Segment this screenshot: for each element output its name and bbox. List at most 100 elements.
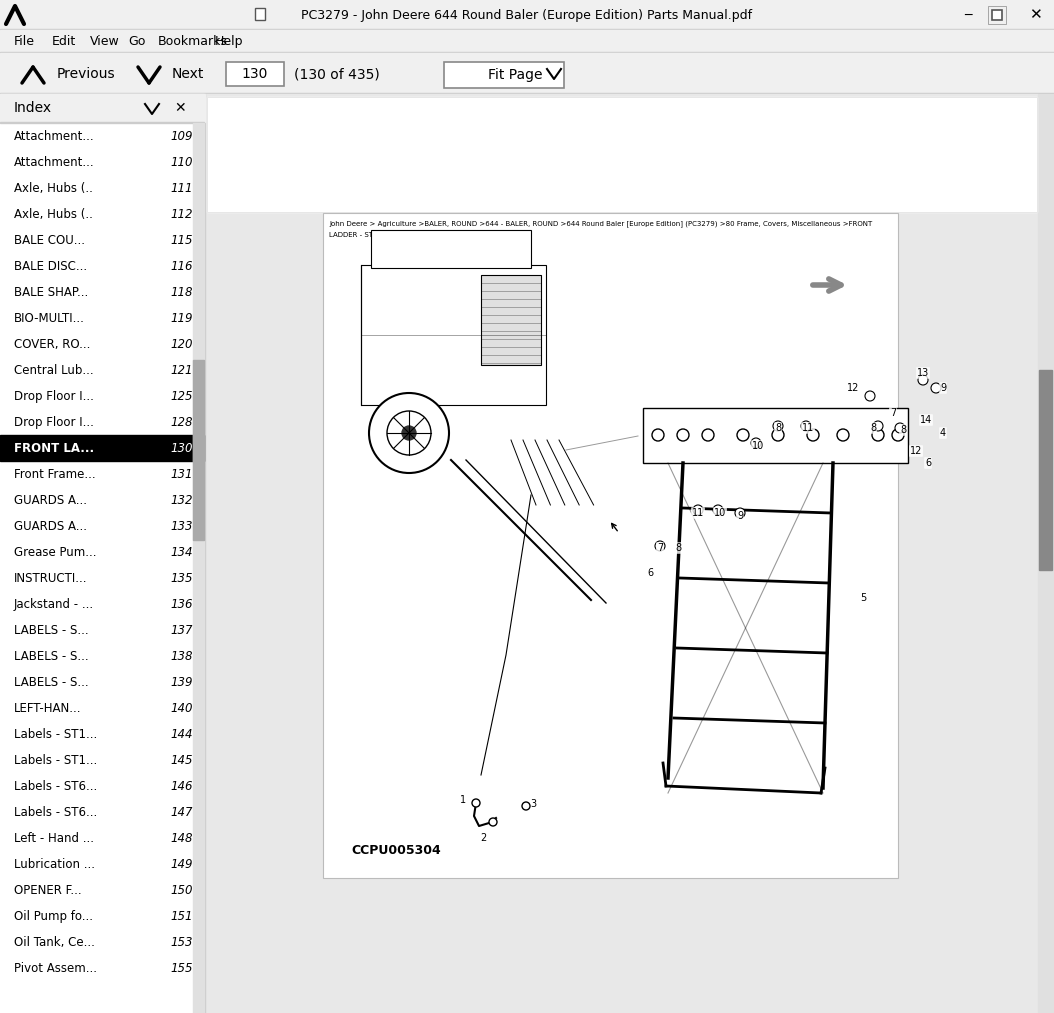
Text: 12: 12 [910,446,922,456]
Text: 150: 150 [171,883,193,897]
Circle shape [773,421,783,431]
Circle shape [837,428,850,441]
Text: ─: ─ [964,8,972,21]
Text: Drop Floor I...: Drop Floor I... [14,415,94,428]
Text: LEFT-HAN...: LEFT-HAN... [14,701,81,714]
Text: COVER, RO...: COVER, RO... [14,337,91,350]
Text: 8: 8 [900,425,906,435]
Text: 110: 110 [171,156,193,168]
Text: 153: 153 [171,935,193,948]
Text: Go: Go [128,34,145,48]
Text: 145: 145 [171,754,193,767]
Text: 11: 11 [691,508,704,518]
Text: 112: 112 [171,208,193,221]
Text: CCPU005304: CCPU005304 [351,844,441,857]
Text: 139: 139 [171,676,193,689]
Bar [0,435,204,461]
Circle shape [387,411,431,455]
Text: Axle, Hubs (..: Axle, Hubs (.. [14,208,93,221]
Bar [0,30,1054,52]
Text: Pivot Assem...: Pivot Assem... [14,961,97,975]
Text: Next: Next [172,67,204,81]
Text: 144: 144 [171,727,193,741]
Text: 146: 146 [171,779,193,792]
Text: ✕: ✕ [174,101,186,115]
Circle shape [892,428,904,441]
Text: 134: 134 [171,545,193,558]
Text: 11: 11 [802,423,814,433]
Text: 149: 149 [171,857,193,870]
Text: Previous: Previous [57,67,116,81]
Text: Labels - ST6...: Labels - ST6... [14,805,97,819]
Text: LADDER - ST64168: LADDER - ST64168 [329,232,395,238]
Text: View: View [90,34,120,48]
Text: BALE SHAP...: BALE SHAP... [14,286,89,299]
Text: 3: 3 [530,799,536,809]
Text: 7: 7 [657,543,663,553]
Text: File: File [14,34,35,48]
Text: Edit: Edit [52,34,76,48]
Circle shape [522,802,530,810]
Bar [226,62,284,86]
Text: 125: 125 [171,390,193,402]
Circle shape [918,375,928,385]
Circle shape [873,421,883,431]
Text: 111: 111 [171,181,193,194]
Text: Attachment...: Attachment... [14,130,95,143]
Circle shape [801,421,811,431]
Text: Jackstand - ...: Jackstand - ... [14,598,94,611]
Circle shape [489,819,497,826]
Circle shape [652,428,664,441]
Bar [193,123,204,1013]
Text: BALE DISC...: BALE DISC... [14,259,87,272]
Text: 14: 14 [920,415,932,425]
Bar [1038,94,1054,1013]
Circle shape [692,505,703,515]
Text: Grease Pum...: Grease Pum... [14,545,97,558]
Text: (130 of 435): (130 of 435) [294,67,379,81]
Circle shape [402,426,416,440]
Bar [207,97,1037,212]
Text: 148: 148 [171,832,193,845]
Circle shape [872,428,884,441]
Text: FRONT LA...: FRONT LA... [14,442,94,455]
Text: 13: 13 [917,368,930,378]
Circle shape [772,428,784,441]
Text: ✕: ✕ [1029,7,1041,22]
Text: 9: 9 [737,511,743,521]
Text: BIO-MULTI...: BIO-MULTI... [14,312,85,324]
Text: 138: 138 [171,649,193,663]
Circle shape [865,391,875,401]
Text: 116: 116 [171,259,193,272]
Text: Left - Hand ...: Left - Hand ... [14,832,94,845]
Bar [0,94,204,1013]
Text: OPENER F...: OPENER F... [14,883,81,897]
Text: 132: 132 [171,493,193,506]
Bar [0,94,204,122]
Text: PC3279 - John Deere 644 Round Baler (Europe Edition) Parts Manual.pdf: PC3279 - John Deere 644 Round Baler (Eur… [301,8,753,21]
Text: 121: 121 [171,364,193,377]
Bar [988,6,1006,24]
Text: 128: 128 [171,415,193,428]
Text: LABELS - S...: LABELS - S... [14,623,89,636]
Text: 115: 115 [171,234,193,246]
Circle shape [737,428,749,441]
Text: 4: 4 [940,428,946,438]
Circle shape [713,505,723,515]
Circle shape [807,428,819,441]
Text: 140: 140 [171,701,193,714]
Text: BALE COU...: BALE COU... [14,234,85,246]
Bar [444,62,564,88]
Text: Labels - ST6...: Labels - ST6... [14,779,97,792]
Text: 2: 2 [480,833,486,843]
Text: 119: 119 [171,312,193,324]
Text: Fit Page: Fit Page [488,68,543,82]
Text: John Deere > Agriculture >BALER, ROUND >644 - BALER, ROUND >644 Round Baler [Eur: John Deere > Agriculture >BALER, ROUND >… [329,221,873,227]
Text: 9: 9 [940,383,946,393]
Bar [362,265,546,405]
Text: 8: 8 [675,543,681,553]
Circle shape [735,508,745,518]
Bar [371,230,531,268]
Bar [992,10,1002,20]
Text: 7: 7 [890,408,896,418]
